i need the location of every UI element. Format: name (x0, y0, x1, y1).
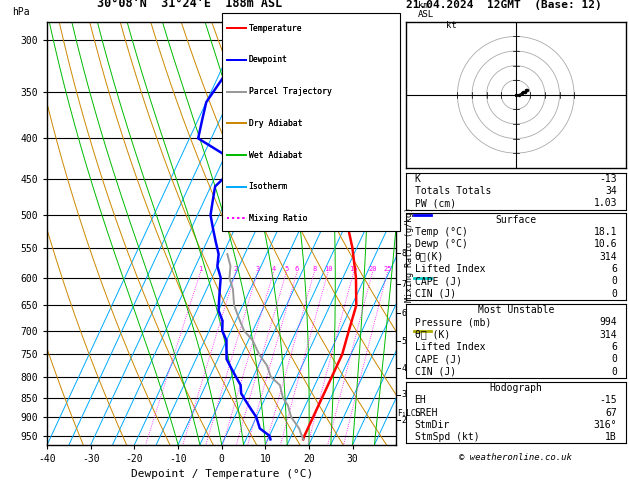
Text: 21.04.2024  12GMT  (Base: 12): 21.04.2024 12GMT (Base: 12) (406, 0, 601, 10)
Text: 0: 0 (611, 354, 617, 364)
Text: Dewpoint: Dewpoint (248, 55, 287, 65)
Text: 25: 25 (383, 266, 392, 272)
Text: Lifted Index: Lifted Index (415, 264, 485, 274)
Text: Parcel Trajectory: Parcel Trajectory (248, 87, 331, 96)
Text: θᴇ (K): θᴇ (K) (415, 330, 450, 340)
Text: kt: kt (446, 21, 457, 30)
Text: 1B: 1B (605, 432, 617, 442)
Text: Temperature: Temperature (248, 24, 302, 33)
Text: Hodograph: Hodograph (489, 383, 542, 393)
Text: Wet Adiabat: Wet Adiabat (248, 151, 302, 159)
Text: Temperature: Temperature (248, 24, 302, 33)
Text: 314: 314 (599, 330, 617, 340)
Text: SREH: SREH (415, 408, 438, 417)
Text: 2: 2 (401, 416, 406, 425)
X-axis label: Dewpoint / Temperature (°C): Dewpoint / Temperature (°C) (131, 469, 313, 479)
Text: 5: 5 (401, 337, 406, 346)
Text: F₁LCL: F₁LCL (398, 409, 420, 418)
Text: Parcel Trajectory: Parcel Trajectory (248, 87, 331, 96)
Text: PW (cm): PW (cm) (415, 198, 455, 208)
Text: Dewpoint: Dewpoint (248, 55, 287, 65)
Text: θᴇ(K): θᴇ(K) (415, 252, 444, 261)
Text: 18.1: 18.1 (594, 227, 617, 237)
Text: 30°08'N  31°24'E  188m ASL: 30°08'N 31°24'E 188m ASL (97, 0, 283, 10)
Text: -13: -13 (599, 174, 617, 184)
FancyBboxPatch shape (221, 14, 400, 231)
Text: EH: EH (415, 395, 426, 405)
Text: Wet Adiabat: Wet Adiabat (248, 151, 302, 159)
Text: 2: 2 (233, 266, 238, 272)
Text: CAPE (J): CAPE (J) (415, 354, 462, 364)
Text: Temp (°C): Temp (°C) (415, 227, 467, 237)
Text: Dewp (°C): Dewp (°C) (415, 239, 467, 249)
Text: 67: 67 (605, 408, 617, 417)
Text: 314: 314 (599, 252, 617, 261)
Text: StmDir: StmDir (415, 420, 450, 430)
Text: hPa: hPa (13, 7, 30, 17)
Text: Mixing Ratio (g/kg): Mixing Ratio (g/kg) (405, 207, 414, 302)
Text: 10: 10 (324, 266, 332, 272)
Text: Isotherm: Isotherm (248, 182, 287, 191)
Text: CIN (J): CIN (J) (415, 289, 455, 299)
Text: 6: 6 (611, 264, 617, 274)
Text: Mixing Ratio: Mixing Ratio (248, 214, 307, 223)
Text: 4: 4 (401, 364, 406, 373)
Text: 0: 0 (611, 367, 617, 377)
Text: Mixing Ratio: Mixing Ratio (248, 214, 307, 223)
Text: km
ASL: km ASL (418, 1, 435, 19)
Text: -15: -15 (599, 395, 617, 405)
Text: CAPE (J): CAPE (J) (415, 277, 462, 286)
Text: Dry Adiabat: Dry Adiabat (248, 119, 302, 128)
Text: Most Unstable: Most Unstable (477, 305, 554, 315)
Text: Pressure (mb): Pressure (mb) (415, 317, 491, 327)
Text: CIN (J): CIN (J) (415, 367, 455, 377)
Text: Surface: Surface (495, 214, 537, 225)
Text: 4: 4 (272, 266, 276, 272)
Text: 6: 6 (611, 342, 617, 352)
Text: 6: 6 (295, 266, 299, 272)
Text: 8: 8 (312, 266, 316, 272)
Text: 3: 3 (255, 266, 260, 272)
Text: 1.03: 1.03 (594, 198, 617, 208)
Text: Isotherm: Isotherm (248, 182, 287, 191)
Text: Lifted Index: Lifted Index (415, 342, 485, 352)
Text: Dry Adiabat: Dry Adiabat (248, 119, 302, 128)
Text: 316°: 316° (594, 420, 617, 430)
Text: 3: 3 (401, 390, 406, 399)
Text: 5: 5 (284, 266, 289, 272)
Text: 994: 994 (599, 317, 617, 327)
Text: 7: 7 (401, 279, 406, 289)
Text: 15: 15 (350, 266, 358, 272)
Text: 20: 20 (368, 266, 377, 272)
Text: 8: 8 (401, 249, 406, 258)
Text: © weatheronline.co.uk: © weatheronline.co.uk (459, 453, 572, 462)
Text: 6: 6 (401, 309, 406, 318)
Text: Totals Totals: Totals Totals (415, 186, 491, 196)
Text: StmSpd (kt): StmSpd (kt) (415, 432, 479, 442)
Text: 0: 0 (611, 277, 617, 286)
Text: 10.6: 10.6 (594, 239, 617, 249)
Text: K: K (415, 174, 420, 184)
Text: 34: 34 (605, 186, 617, 196)
Text: 0: 0 (611, 289, 617, 299)
Text: 1: 1 (198, 266, 203, 272)
